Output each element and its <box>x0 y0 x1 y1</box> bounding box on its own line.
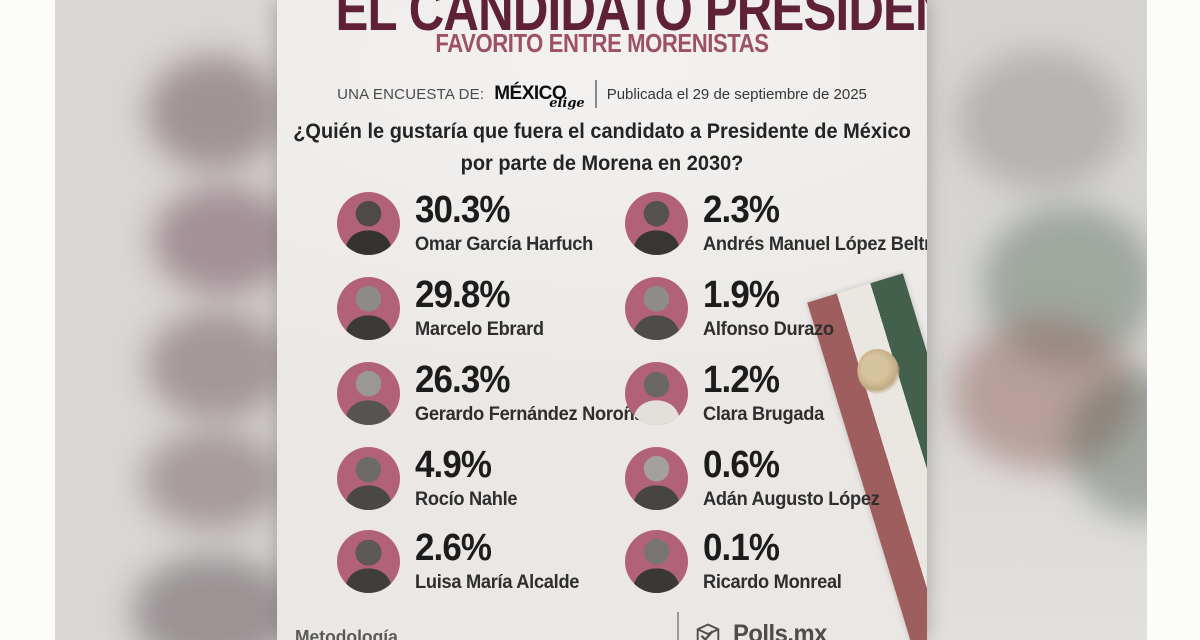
page-title: EL CANDIDATO PRESIDENCIAL <box>335 0 928 43</box>
blur-blob <box>957 50 1127 190</box>
result-percentage: 2.6% <box>415 527 492 569</box>
result-row: 29.8% Marcelo Ebrard <box>337 274 627 342</box>
blur-blob <box>982 205 1147 365</box>
mexico-elige-logo: MÉXICO elige <box>494 83 584 111</box>
candidate-avatar <box>337 277 400 340</box>
candidate-avatar <box>625 362 688 425</box>
candidate-avatar <box>337 192 400 255</box>
candidate-avatar <box>625 277 688 340</box>
result-row: 2.3% Andrés Manuel López Beltrán <box>625 191 927 257</box>
blur-blob <box>133 555 277 640</box>
candidate-name: Alfonso Durazo <box>703 319 834 340</box>
polls-mx-wordmark: Polls.mx <box>733 620 827 640</box>
candidate-avatar <box>625 192 688 255</box>
brand-wordmark: MÉXICO <box>494 83 567 104</box>
blur-blob <box>153 185 277 295</box>
blur-blob <box>147 55 277 170</box>
brand-script: elige <box>549 96 585 111</box>
ballot-box-icon <box>696 623 720 640</box>
page-subtitle: FAVORITO ENTRE MORENISTAS <box>435 28 769 58</box>
candidate-name: Omar García Harfuch <box>415 234 594 255</box>
right-blur-background <box>927 0 1147 640</box>
result-row: 4.9% Rocío Nahle <box>337 444 627 512</box>
result-percentage: 4.9% <box>415 444 492 486</box>
left-blur-background <box>55 0 277 640</box>
result-percentage: 2.3% <box>703 189 780 231</box>
candidate-name: Andrés Manuel López Beltrán <box>703 234 927 255</box>
candidate-name: Marcelo Ebrard <box>415 319 544 340</box>
candidate-avatar <box>337 530 400 593</box>
candidate-name: Clara Brugada <box>703 404 824 425</box>
candidate-name: Ricardo Monreal <box>703 572 842 593</box>
result-row: 30.3% Omar García Harfuch <box>337 189 627 257</box>
result-row: 0.6% Adán Augusto López <box>625 444 915 512</box>
divider <box>677 612 679 640</box>
result-percentage: 1.9% <box>703 274 780 316</box>
candidate-name: Rocío Nahle <box>415 489 518 510</box>
result-row: 2.6% Luisa María Alcalde <box>337 527 627 595</box>
candidate-avatar <box>625 530 688 593</box>
blur-blob <box>143 430 277 530</box>
result-row: 26.3% Gerardo Fernández Noroña <box>337 361 645 427</box>
candidate-name: Adán Augusto López <box>703 489 880 510</box>
candidate-avatar <box>337 447 400 510</box>
poll-question: ¿Quién le gustaría que fuera el candidat… <box>293 116 911 179</box>
divider <box>594 80 597 108</box>
result-percentage: 30.3% <box>415 189 510 231</box>
result-row: 1.9% Alfonso Durazo <box>625 274 915 342</box>
survey-source-row: UNA ENCUESTA DE: MÉXICO elige Publicada … <box>277 80 927 111</box>
candidate-avatar <box>625 447 688 510</box>
result-percentage: 0.6% <box>703 444 780 486</box>
candidate-name: Gerardo Fernández Noroña <box>415 404 645 425</box>
blur-blob <box>952 320 1137 470</box>
result-percentage: 1.2% <box>703 359 780 401</box>
blur-blob <box>147 310 277 420</box>
result-percentage: 0.1% <box>703 527 780 569</box>
result-row: 1.2% Clara Brugada <box>625 359 915 427</box>
question-line-1: ¿Quién le gustaría que fuera el candidat… <box>293 120 911 143</box>
right-white-strip <box>1147 0 1200 640</box>
result-percentage: 29.8% <box>415 274 510 316</box>
left-white-strip <box>0 0 55 640</box>
question-line-2: por parte de Morena en 2030? <box>460 151 744 175</box>
result-row: 0.1% Ricardo Monreal <box>625 527 915 595</box>
survey-prefix-label: UNA ENCUESTA DE: <box>337 85 485 103</box>
methodology-label: Metodología <box>295 627 398 640</box>
candidate-avatar <box>337 362 400 425</box>
polls-mx-logo: Polls.mx <box>677 612 832 640</box>
published-date: Publicada el 29 de septiembre de 2025 <box>606 85 867 103</box>
result-percentage: 26.3% <box>415 359 510 401</box>
infographic-panel: EL CANDIDATO PRESIDENCIAL FAVORITO ENTRE… <box>277 0 927 640</box>
candidate-name: Luisa María Alcalde <box>415 572 580 593</box>
